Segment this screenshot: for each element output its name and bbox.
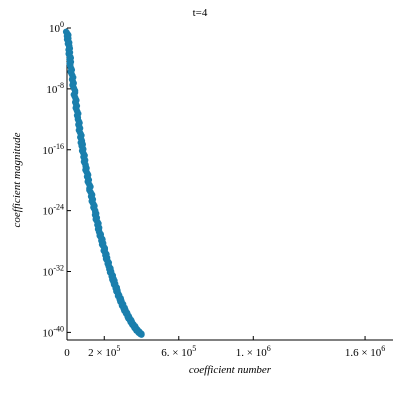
x-tick-label: 0: [64, 347, 70, 359]
y-tick-label: 10-16: [42, 142, 64, 157]
x-ticks: 0 2 × 105 6. × 105 1. × 106 1.6 × 106: [64, 336, 385, 359]
x-axis-title: coefficient number: [189, 364, 272, 376]
y-axis-title: coefficient magnitude: [11, 132, 23, 227]
x-tick-label: 2 × 105: [88, 344, 120, 359]
y-tick-label: 10-32: [42, 264, 64, 279]
y-ticks: 100 10-8 10-16 10-24 10-32 10-40: [42, 20, 71, 339]
x-tick-label: 6. × 105: [161, 344, 196, 359]
chart-title: t=4: [193, 7, 208, 19]
y-tick-label: 10-24: [42, 203, 64, 218]
y-tick-label: 10-8: [46, 81, 64, 96]
x-tick-label: 1.6 × 106: [345, 344, 385, 359]
data-point: [138, 331, 145, 338]
y-tick-label: 100: [49, 20, 64, 35]
data-points: [62, 28, 145, 338]
x-tick-label: 1. × 106: [236, 344, 271, 359]
y-tick-label: 10-40: [42, 324, 64, 339]
